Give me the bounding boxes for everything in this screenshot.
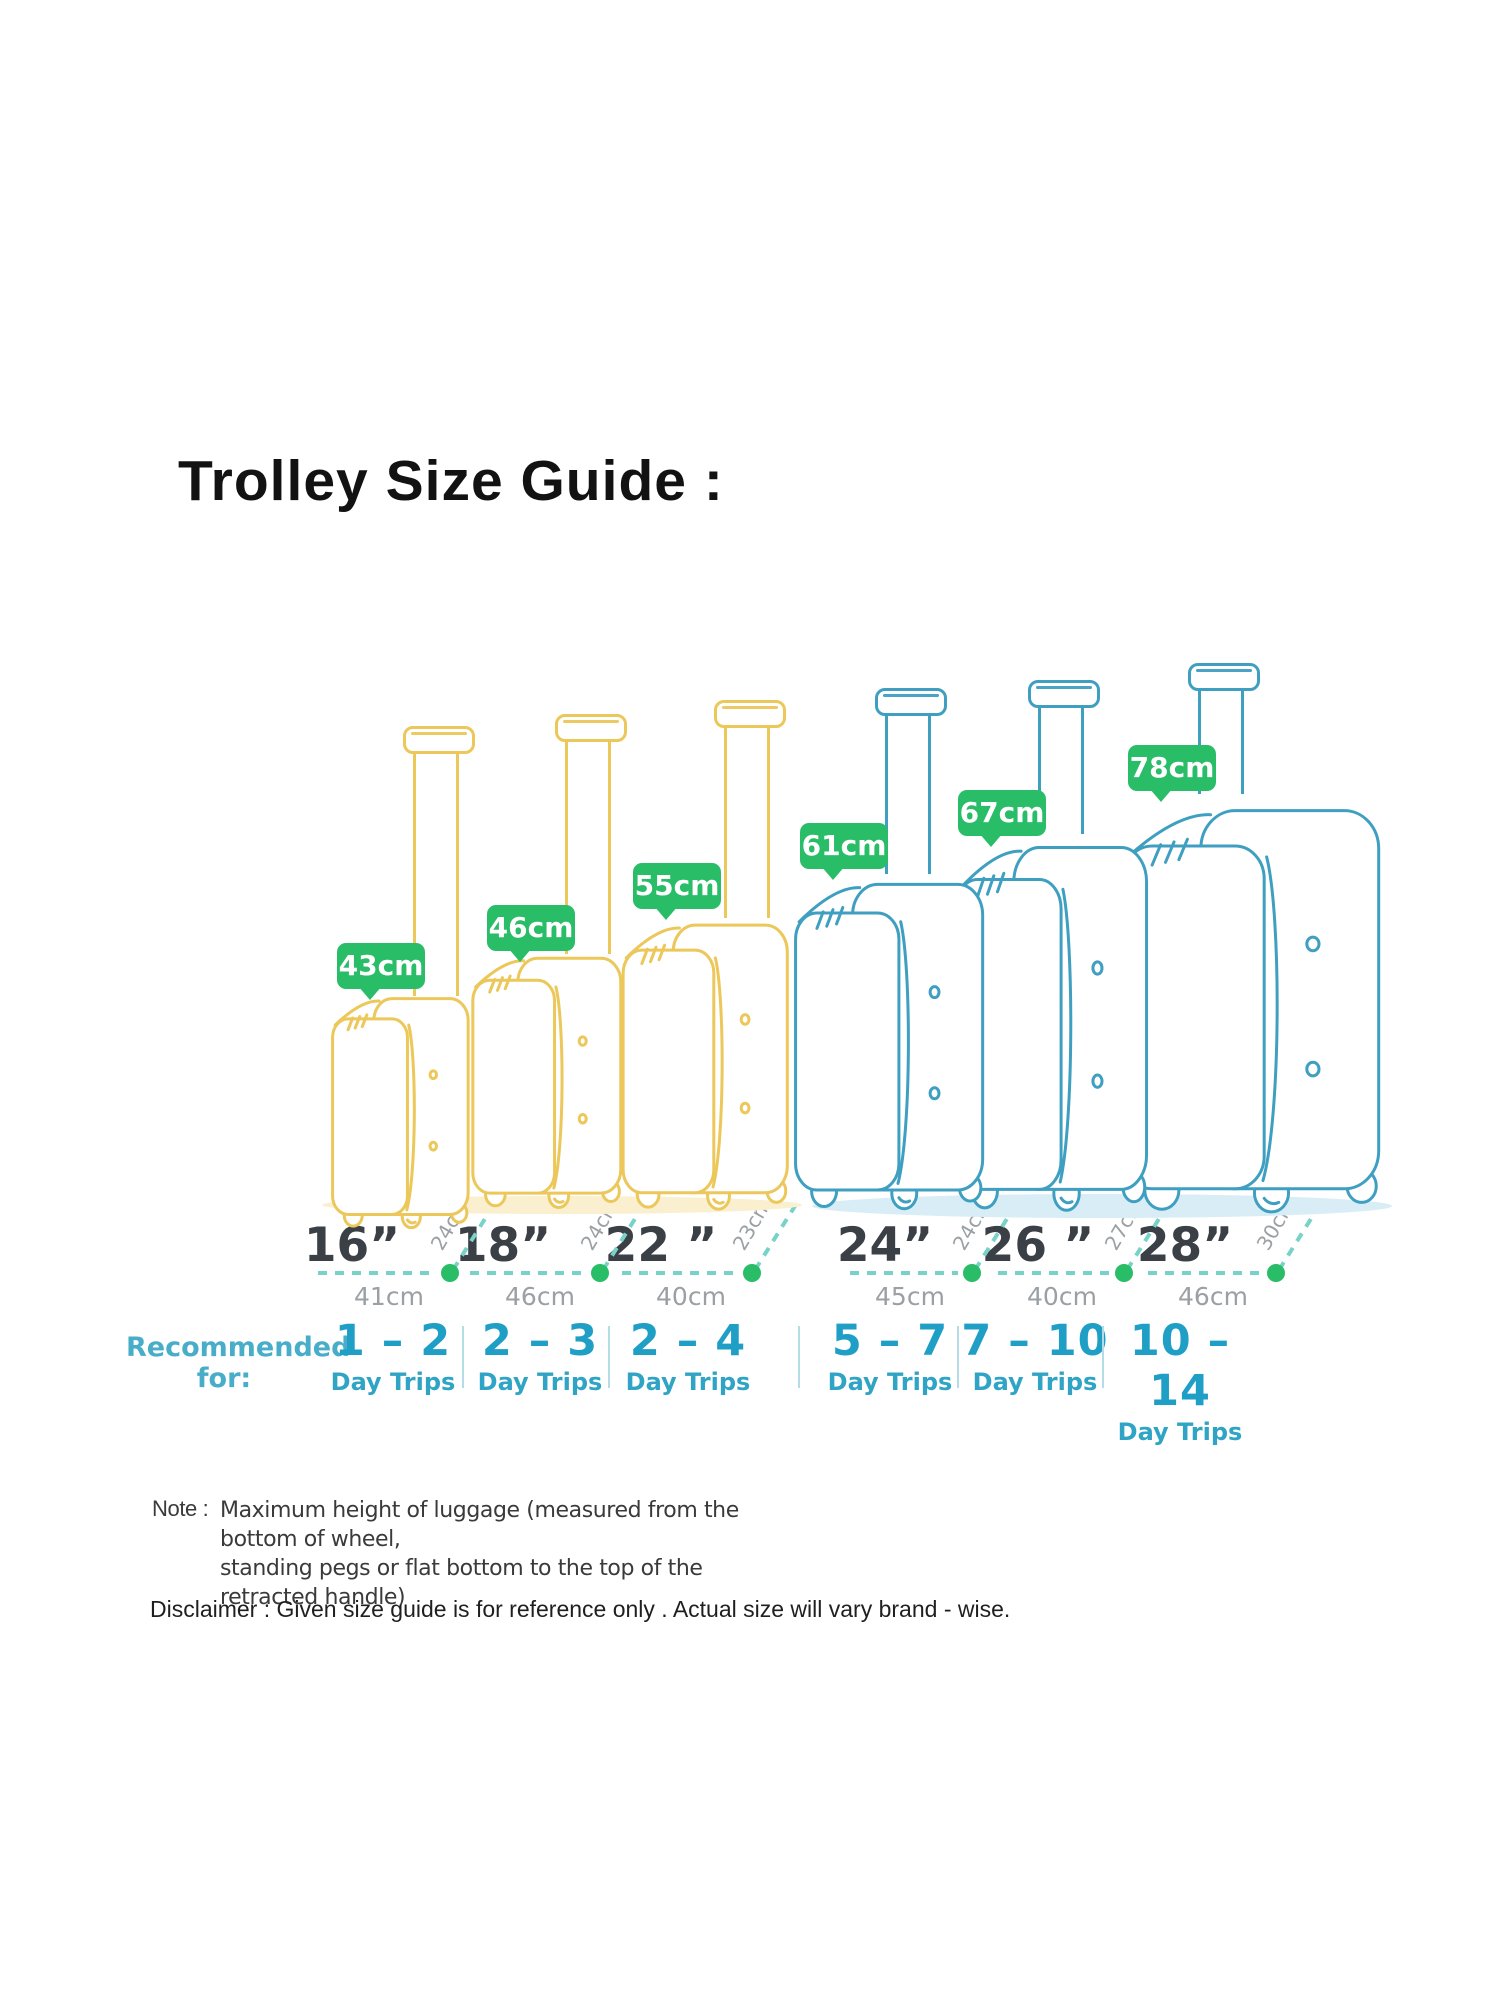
page-title: Trolley Size Guide : — [178, 449, 724, 513]
width-dash-line — [622, 1271, 738, 1275]
width-label-22: 40cm — [656, 1282, 726, 1311]
height-badge-label: 67cm — [959, 796, 1045, 829]
handle-tubes — [885, 708, 931, 874]
handle-tubes — [724, 720, 770, 918]
suitcase-24-inch — [792, 688, 988, 1214]
day-trips-unit: Day Trips — [477, 1368, 603, 1396]
day-trips-unit: Day Trips — [625, 1368, 751, 1396]
suitcase-body — [793, 882, 985, 1211]
inch-label-24: 24” — [836, 1218, 934, 1273]
height-badge-16: 43cm — [337, 943, 425, 1000]
depth-dot — [963, 1264, 981, 1282]
day-trips-16: 1 – 2 Day Trips — [305, 1316, 481, 1396]
column-divider — [957, 1326, 959, 1388]
day-trips-24: 5 – 7 Day Trips — [802, 1316, 978, 1396]
depth-dot — [1115, 1264, 1133, 1282]
width-label-16: 41cm — [354, 1282, 424, 1311]
width-label-28: 46cm — [1178, 1282, 1248, 1311]
note-line2: standing pegs or flat bottom to the top … — [220, 1556, 703, 1610]
width-dash-line — [1148, 1271, 1262, 1275]
handle-grip — [1028, 680, 1100, 708]
height-badge-28: 78cm — [1128, 745, 1216, 802]
recommended-line1: Recommended — [126, 1332, 351, 1363]
day-trips-unit: Day Trips — [330, 1368, 456, 1396]
day-trips-unit: Day Trips — [972, 1368, 1098, 1396]
recommended-line2: for: — [196, 1363, 252, 1394]
column-divider — [608, 1326, 610, 1388]
width-label-24: 45cm — [875, 1282, 945, 1311]
day-trips-18: 2 – 3 Day Trips — [452, 1316, 628, 1396]
height-badge-24: 61cm — [800, 823, 888, 880]
handle-grip — [1188, 663, 1260, 691]
recommended-for-label: Recommended for: — [126, 1332, 350, 1394]
day-trips-unit: Day Trips — [827, 1368, 953, 1396]
day-trips-22: 2 – 4 Day Trips — [600, 1316, 776, 1396]
day-trips-unit: Day Trips — [1117, 1418, 1243, 1446]
inch-label-18: 18” — [454, 1218, 552, 1273]
depth-dot — [743, 1264, 761, 1282]
suitcase-body — [1118, 778, 1386, 1216]
width-dash-line — [470, 1271, 586, 1275]
handle-grip — [555, 714, 627, 742]
width-label-18: 46cm — [505, 1282, 575, 1311]
day-trips-range: 2 – 4 — [629, 1316, 747, 1366]
height-badge-18: 46cm — [487, 905, 575, 962]
width-dash-line — [998, 1271, 1110, 1275]
day-trips-range: 1 – 2 — [334, 1316, 452, 1366]
width-label-26: 40cm — [1027, 1282, 1097, 1311]
suitcase-28-inch — [1118, 663, 1386, 1215]
day-trips-range: 5 – 7 — [831, 1316, 949, 1366]
height-badge-label: 61cm — [801, 829, 887, 862]
day-trips-range: 7 – 10 — [961, 1316, 1109, 1366]
handle-grip — [714, 700, 786, 728]
handle-tubes — [565, 734, 611, 954]
suitcase-body — [331, 997, 470, 1229]
height-badge-label: 43cm — [338, 949, 424, 982]
suitcase-body — [621, 923, 789, 1211]
column-divider — [798, 1326, 800, 1388]
height-badge-22: 55cm — [633, 863, 721, 920]
disclaimer-text: Disclaimer : Given size guide is for ref… — [150, 1596, 1011, 1622]
day-trips-range: 2 – 3 — [481, 1316, 599, 1366]
handle-tubes — [413, 746, 459, 996]
handle-tubes — [1198, 683, 1244, 794]
day-trips-28: 10 – 14 Day Trips — [1092, 1316, 1268, 1446]
width-dash-line — [318, 1271, 436, 1275]
inch-label-22: 22 ” — [604, 1218, 718, 1273]
note-label: Note : — [152, 1496, 209, 1521]
suitcase-body — [471, 957, 623, 1209]
column-divider — [462, 1326, 464, 1388]
day-trips-range: 10 – 14 — [1129, 1316, 1231, 1416]
suitcase-22-inch — [620, 700, 792, 1212]
suitcase-18-inch — [470, 714, 627, 1212]
note-line1: Maximum height of luggage (measured from… — [220, 1498, 739, 1552]
width-dash-line — [850, 1271, 958, 1275]
handle-grip — [403, 726, 475, 754]
height-badge-label: 46cm — [488, 911, 574, 944]
depth-dot — [591, 1264, 609, 1282]
height-badge-label: 55cm — [634, 869, 720, 902]
day-trips-26: 7 – 10 Day Trips — [947, 1316, 1123, 1396]
height-badge-label: 78cm — [1129, 751, 1215, 784]
handle-tubes — [1038, 700, 1084, 834]
height-badge-26: 67cm — [958, 790, 1046, 847]
note-text: Maximum height of luggage (measured from… — [220, 1496, 780, 1612]
depth-dot — [1267, 1264, 1285, 1282]
suitcase-26-inch — [952, 680, 1152, 1214]
column-divider — [1102, 1326, 1104, 1388]
depth-dot — [441, 1264, 459, 1282]
handle-grip — [875, 688, 947, 716]
suitcase-16-inch — [330, 726, 475, 1229]
